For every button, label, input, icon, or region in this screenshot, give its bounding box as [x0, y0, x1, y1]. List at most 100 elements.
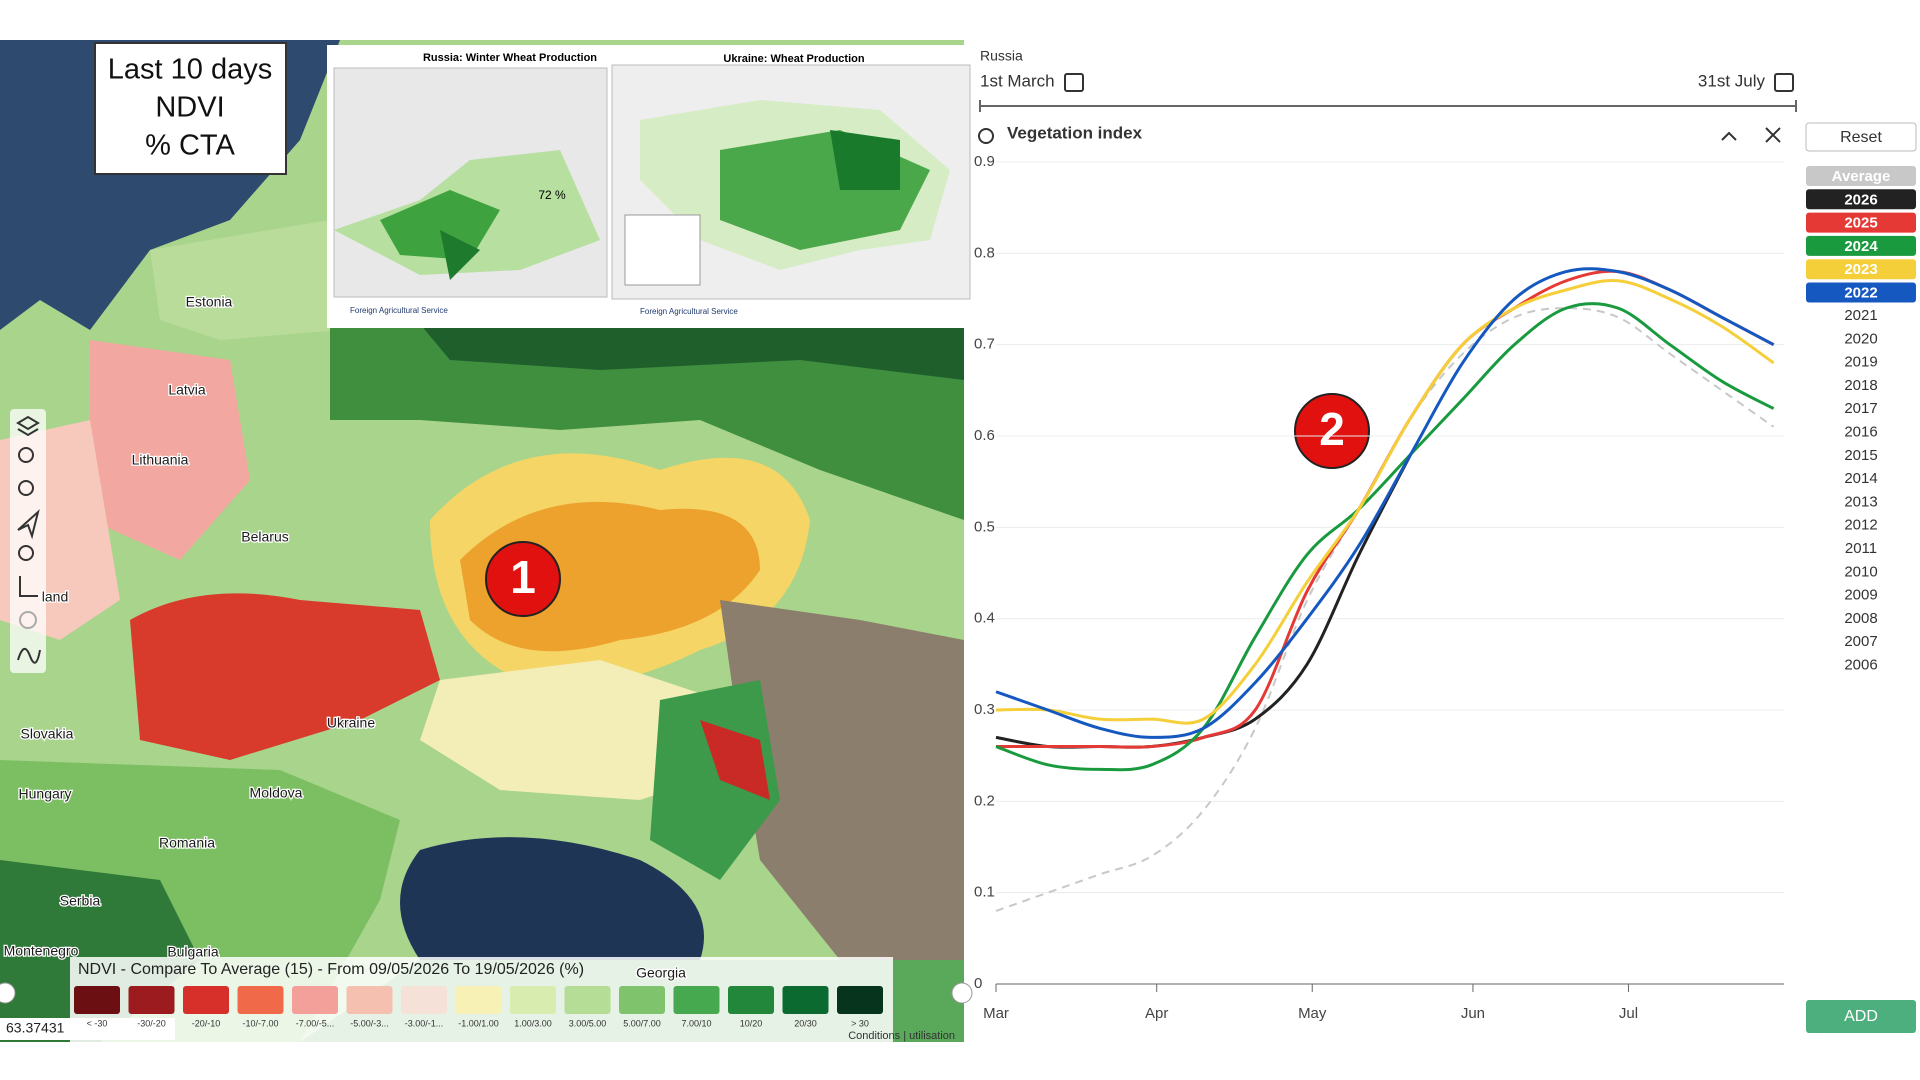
zoom-in-button[interactable] [18, 447, 34, 463]
map-label: Ukraine [327, 715, 375, 731]
globe-icon [978, 128, 994, 144]
draw-button[interactable] [17, 648, 41, 664]
attribution: Conditions | utilisation [848, 1030, 955, 1042]
legend-label: Average [1832, 168, 1891, 185]
year-option[interactable]: 2017 [1844, 400, 1877, 417]
legend-badge[interactable] [1806, 189, 1916, 210]
legend-label: -5.00/-3... [350, 1018, 389, 1028]
inset-agency: Foreign Agricultural Service [350, 306, 448, 315]
collapse-button[interactable] [1721, 131, 1737, 141]
y-tick-label: 0.4 [974, 610, 995, 627]
year-option[interactable]: 2013 [1844, 493, 1877, 510]
overlay-box [94, 42, 287, 175]
legend-badge[interactable] [1806, 212, 1916, 233]
year-option[interactable]: 2009 [1844, 587, 1877, 604]
coordinates-box [0, 1018, 175, 1040]
legend-label: 2022 [1844, 284, 1877, 301]
legend-label: 2025 [1844, 215, 1877, 232]
x-tick-label: Mar [983, 1005, 1009, 1022]
annotation-label: 1 [510, 551, 536, 603]
legend-label: -7.00/-5... [296, 1018, 335, 1028]
region-label: Russia [980, 48, 1023, 64]
y-tick-label: 0.6 [974, 427, 995, 444]
close-button[interactable] [1765, 127, 1781, 143]
land-bare [720, 600, 964, 960]
map-label: Lithuania [132, 452, 189, 468]
legend-label: 7.00/10 [681, 1018, 711, 1028]
add-label: ADD [1844, 1008, 1878, 1025]
year-option[interactable]: 2019 [1844, 354, 1877, 371]
x-tick-label: Apr [1145, 1005, 1168, 1022]
legend-label: 10/20 [740, 1018, 763, 1028]
inset-locator [624, 214, 701, 286]
y-tick-label: 0.3 [974, 701, 995, 718]
map-label: Georgia [636, 965, 686, 981]
legend-swatch [401, 986, 447, 1014]
add-button[interactable] [1806, 1000, 1916, 1033]
year-option[interactable]: 2007 [1844, 633, 1877, 650]
year-option[interactable]: 2018 [1844, 377, 1877, 394]
legend-label: < -30 [87, 1018, 108, 1028]
legend-badge[interactable] [1806, 235, 1916, 256]
chart-title: Vegetation index [1007, 123, 1143, 142]
series-line [996, 269, 1775, 749]
legend-swatch [346, 986, 393, 1014]
scroll-right[interactable] [951, 982, 973, 1004]
x-tick-label: May [1298, 1005, 1327, 1022]
measure-button[interactable] [19, 576, 38, 597]
legend-badge[interactable] [1806, 282, 1916, 303]
legend-swatch [782, 986, 829, 1014]
reset-label: Reset [1840, 129, 1882, 146]
x-tick-label: Jun [1461, 1005, 1485, 1022]
inset-map [327, 45, 971, 328]
legend-label: -3.00/-1... [405, 1018, 444, 1028]
calendar-end-icon[interactable] [1774, 73, 1794, 92]
legend-label: 1.00/3.00 [514, 1018, 552, 1028]
region [130, 593, 440, 760]
legend-label: 2024 [1844, 238, 1878, 255]
search-button[interactable] [18, 545, 34, 561]
annotation-marker [1294, 393, 1370, 469]
year-option[interactable]: 2015 [1844, 447, 1877, 464]
y-tick-label: 0.7 [974, 336, 995, 353]
year-option[interactable]: 2021 [1844, 307, 1877, 324]
year-option[interactable]: 2008 [1844, 610, 1877, 627]
locate-button[interactable] [17, 509, 40, 540]
year-option[interactable]: 2006 [1844, 656, 1877, 673]
legend-label: 2026 [1844, 191, 1877, 208]
legend-label: 3.00/5.00 [569, 1018, 607, 1028]
legend-label: -1.00/1.00 [458, 1018, 499, 1028]
year-option[interactable]: 2020 [1844, 330, 1877, 347]
year-option[interactable]: 2011 [1845, 540, 1877, 557]
end-date: 31st July [1698, 71, 1766, 90]
year-option[interactable]: 2014 [1844, 470, 1877, 487]
zoom-out-button[interactable] [18, 480, 34, 496]
scroll-left[interactable] [0, 982, 16, 1004]
map-toolbar [10, 409, 46, 673]
legend-swatch [673, 986, 720, 1014]
region [650, 680, 780, 880]
legend-swatch [237, 986, 284, 1014]
region [90, 340, 250, 560]
map-label: Latvia [168, 382, 206, 398]
y-tick-label: 0.1 [974, 884, 995, 901]
legend-swatch [619, 986, 665, 1014]
target-button[interactable] [19, 611, 37, 629]
legend-badge[interactable] [1806, 166, 1916, 186]
overlay-text: % CTA [145, 130, 235, 162]
layers-button[interactable] [16, 415, 40, 437]
year-option[interactable]: 2012 [1844, 517, 1877, 534]
reset-button[interactable] [1805, 122, 1917, 152]
legend-swatch [455, 986, 502, 1014]
calendar-start-icon[interactable] [1064, 73, 1084, 92]
legend-label: > 30 [851, 1018, 869, 1028]
legend-label: 2023 [1844, 261, 1877, 278]
series-line [995, 302, 1775, 772]
year-option[interactable]: 2016 [1844, 423, 1877, 440]
legend-badge[interactable] [1806, 259, 1916, 280]
start-date: 1st March [980, 71, 1055, 90]
map-label: land [42, 589, 68, 605]
legend-label: -30/-20 [137, 1018, 166, 1028]
year-option[interactable]: 2010 [1844, 563, 1877, 580]
